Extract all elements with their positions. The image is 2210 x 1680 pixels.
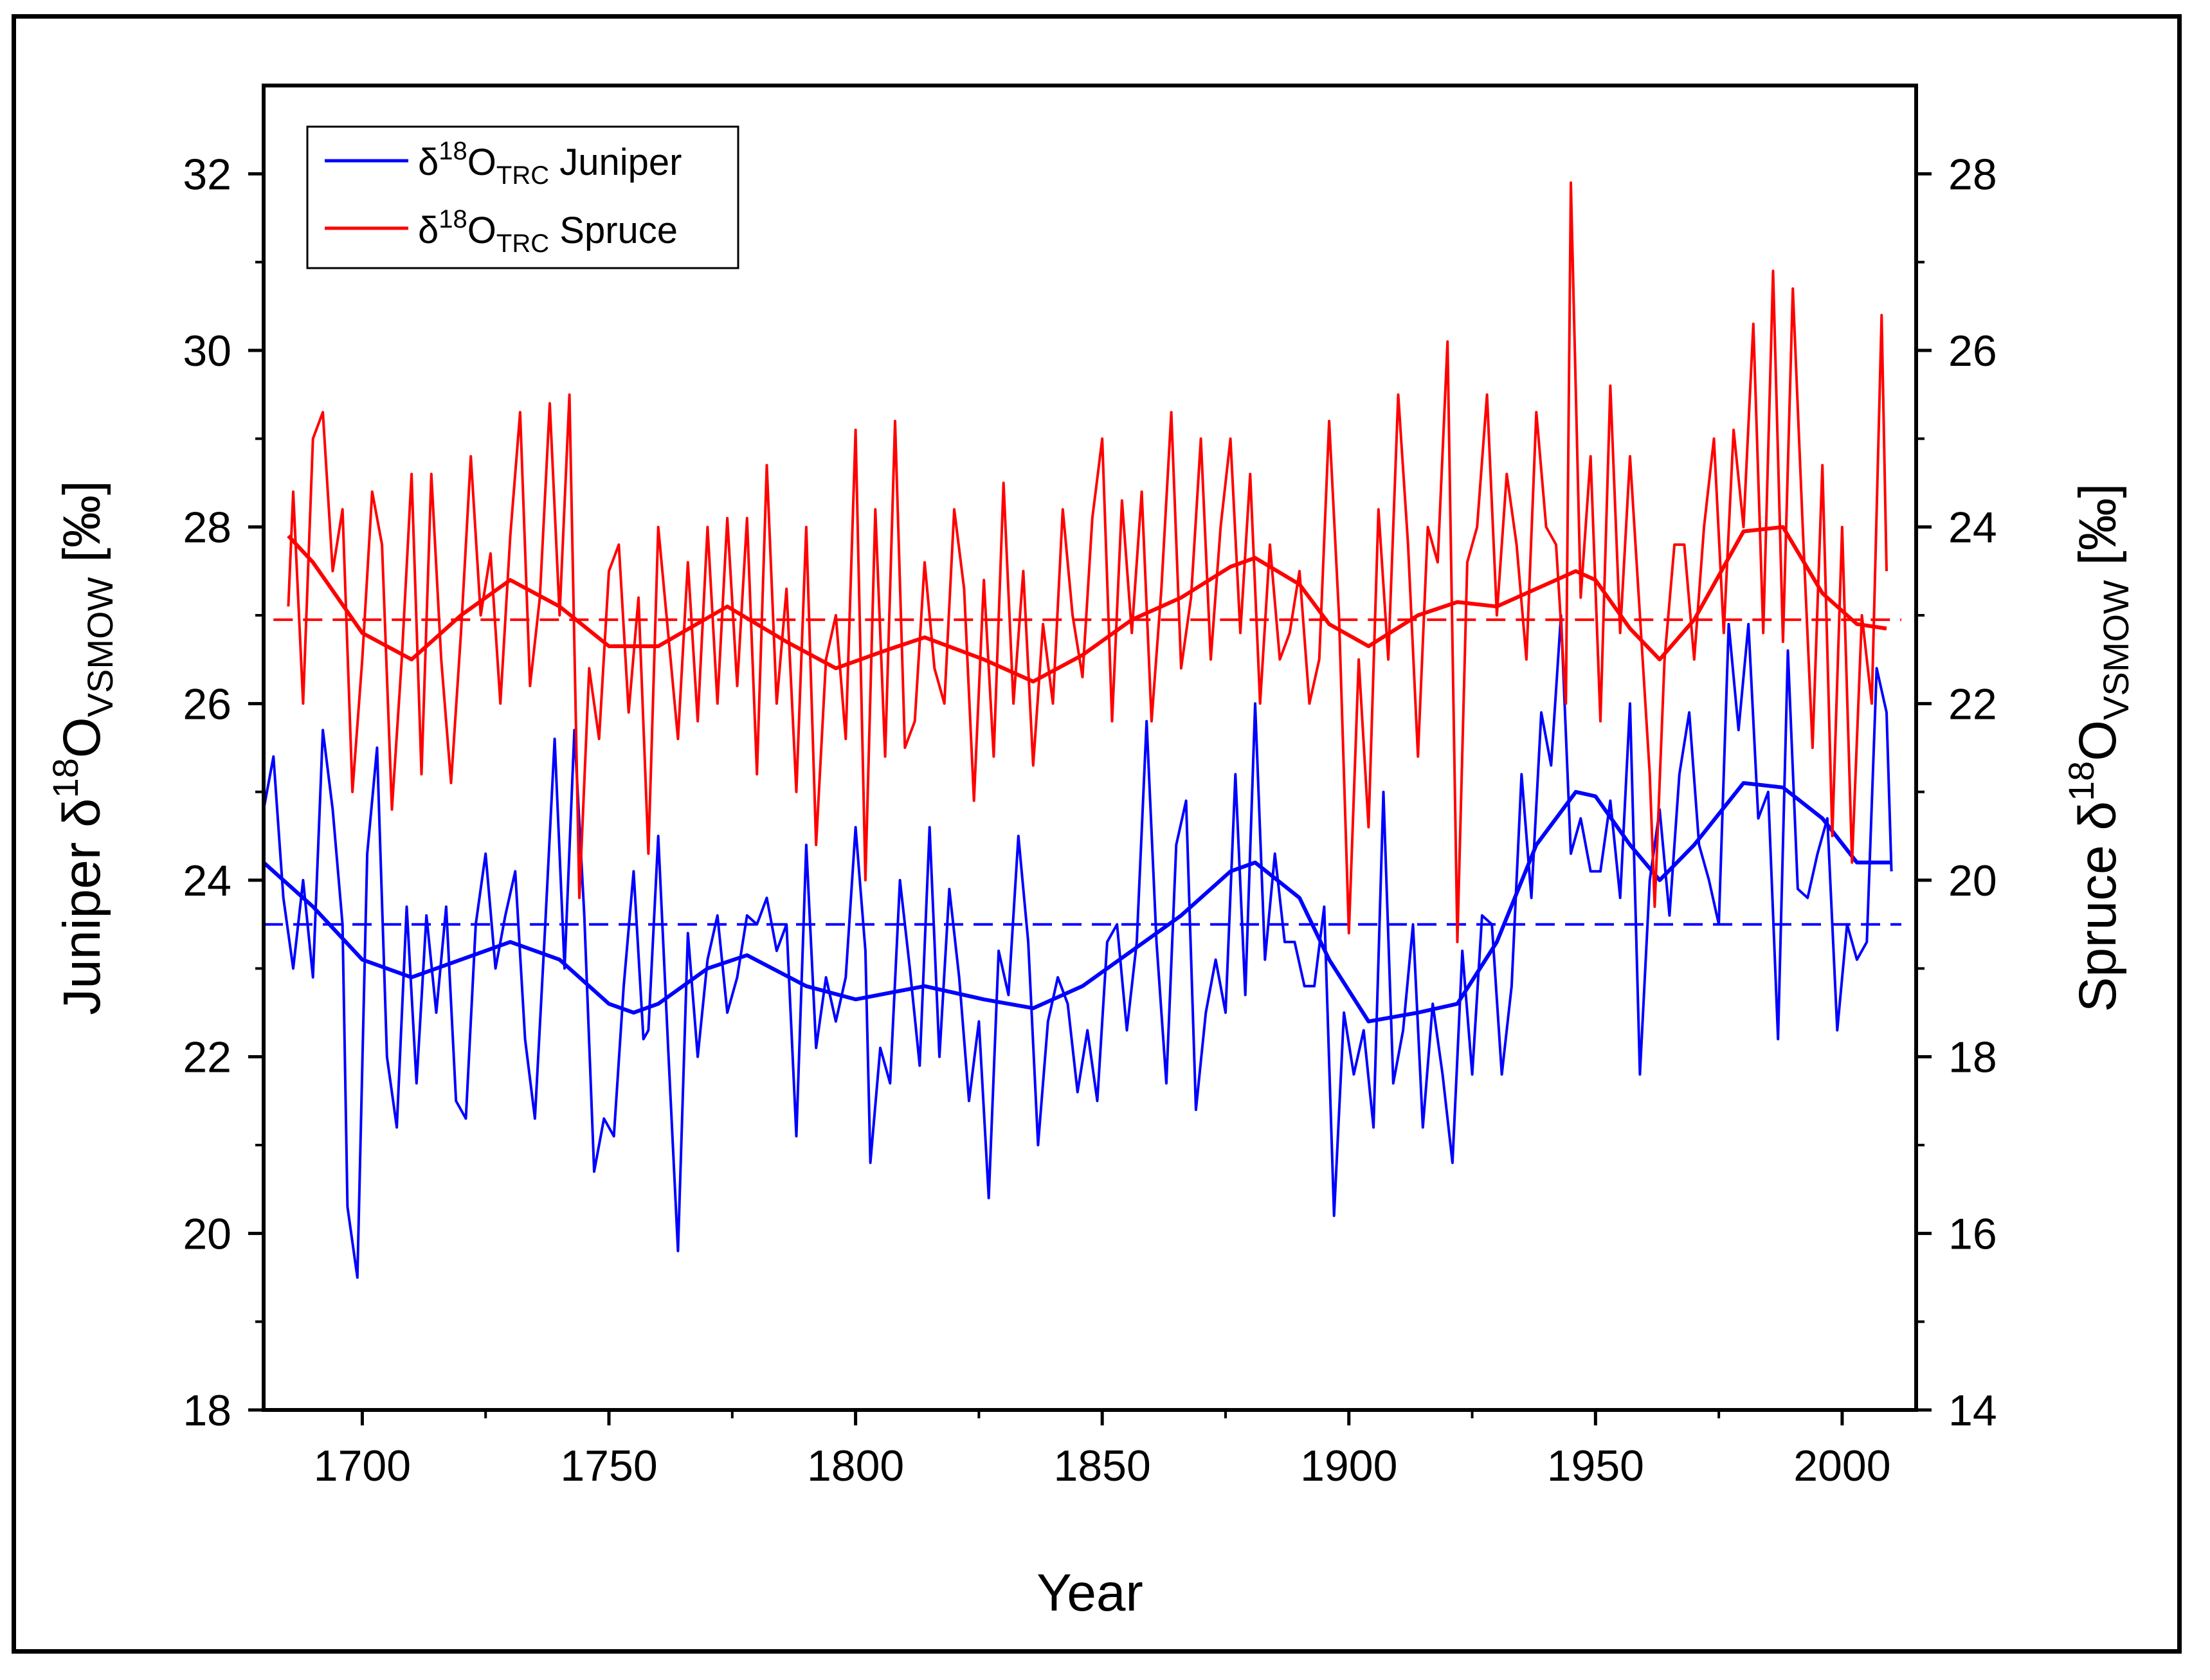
y-tick-label-left: 18 <box>183 1386 231 1435</box>
legend-label-juniper: δ18OTRC Juniper <box>418 137 682 190</box>
y-axis-title-left: Juniper δ18OVSMOW [‰] <box>45 480 120 1015</box>
y-tick-label-right: 20 <box>1948 856 1997 905</box>
series-juniper-annual <box>262 614 1893 1279</box>
y-tick-label-right: 28 <box>1948 150 1997 199</box>
x-tick-label: 1950 <box>1547 1441 1644 1490</box>
x-tick-label: 1700 <box>314 1441 411 1490</box>
y-tick-label-left: 26 <box>183 680 231 728</box>
y-tick-label-right: 14 <box>1948 1386 1997 1435</box>
x-axis-title: Year <box>1037 1564 1143 1622</box>
y-tick-label-left: 22 <box>183 1033 231 1082</box>
series-layer <box>262 181 1901 1279</box>
x-tick-label: 1750 <box>560 1441 657 1490</box>
y-tick-label-right: 18 <box>1948 1033 1997 1082</box>
y-tick-label-right: 24 <box>1948 503 1997 552</box>
y-tick-label-left: 32 <box>183 150 231 199</box>
axes-layer: 1700 1750 1800 1850 1900 1950 2000 18 20 22 24 26 28… <box>183 150 1997 1490</box>
series-spruce-annual <box>287 181 1888 944</box>
y-axis-title-right: Spruce δ18OVSMOW [‰] <box>2061 483 2136 1012</box>
y-tick-label-left: 28 <box>183 503 231 552</box>
x-tick-label: 1800 <box>807 1441 904 1490</box>
y-tick-label-left: 20 <box>183 1209 231 1258</box>
y-tick-label-right: 26 <box>1948 327 1997 375</box>
y-tick-label-right: 22 <box>1948 680 1997 728</box>
y-tick-label-left: 24 <box>183 856 231 905</box>
series-spruce-smoothed <box>287 525 1887 683</box>
y-tick-label-right: 16 <box>1948 1209 1997 1258</box>
legend-label-spruce: δ18OTRC Spruce <box>418 205 678 258</box>
figure-frame <box>12 14 2182 1654</box>
legend-box <box>306 125 739 269</box>
series-juniper-smoothed <box>262 781 1892 1024</box>
x-tick-label: 1850 <box>1054 1441 1151 1490</box>
y-tick-label-left: 30 <box>183 327 231 375</box>
x-tick-label: 1900 <box>1300 1441 1397 1490</box>
x-tick-label: 2000 <box>1793 1441 1890 1490</box>
plot-area-border <box>262 84 1918 1412</box>
legend: δ18OTRC Juniper δ18OTRC Spruce <box>306 125 739 269</box>
